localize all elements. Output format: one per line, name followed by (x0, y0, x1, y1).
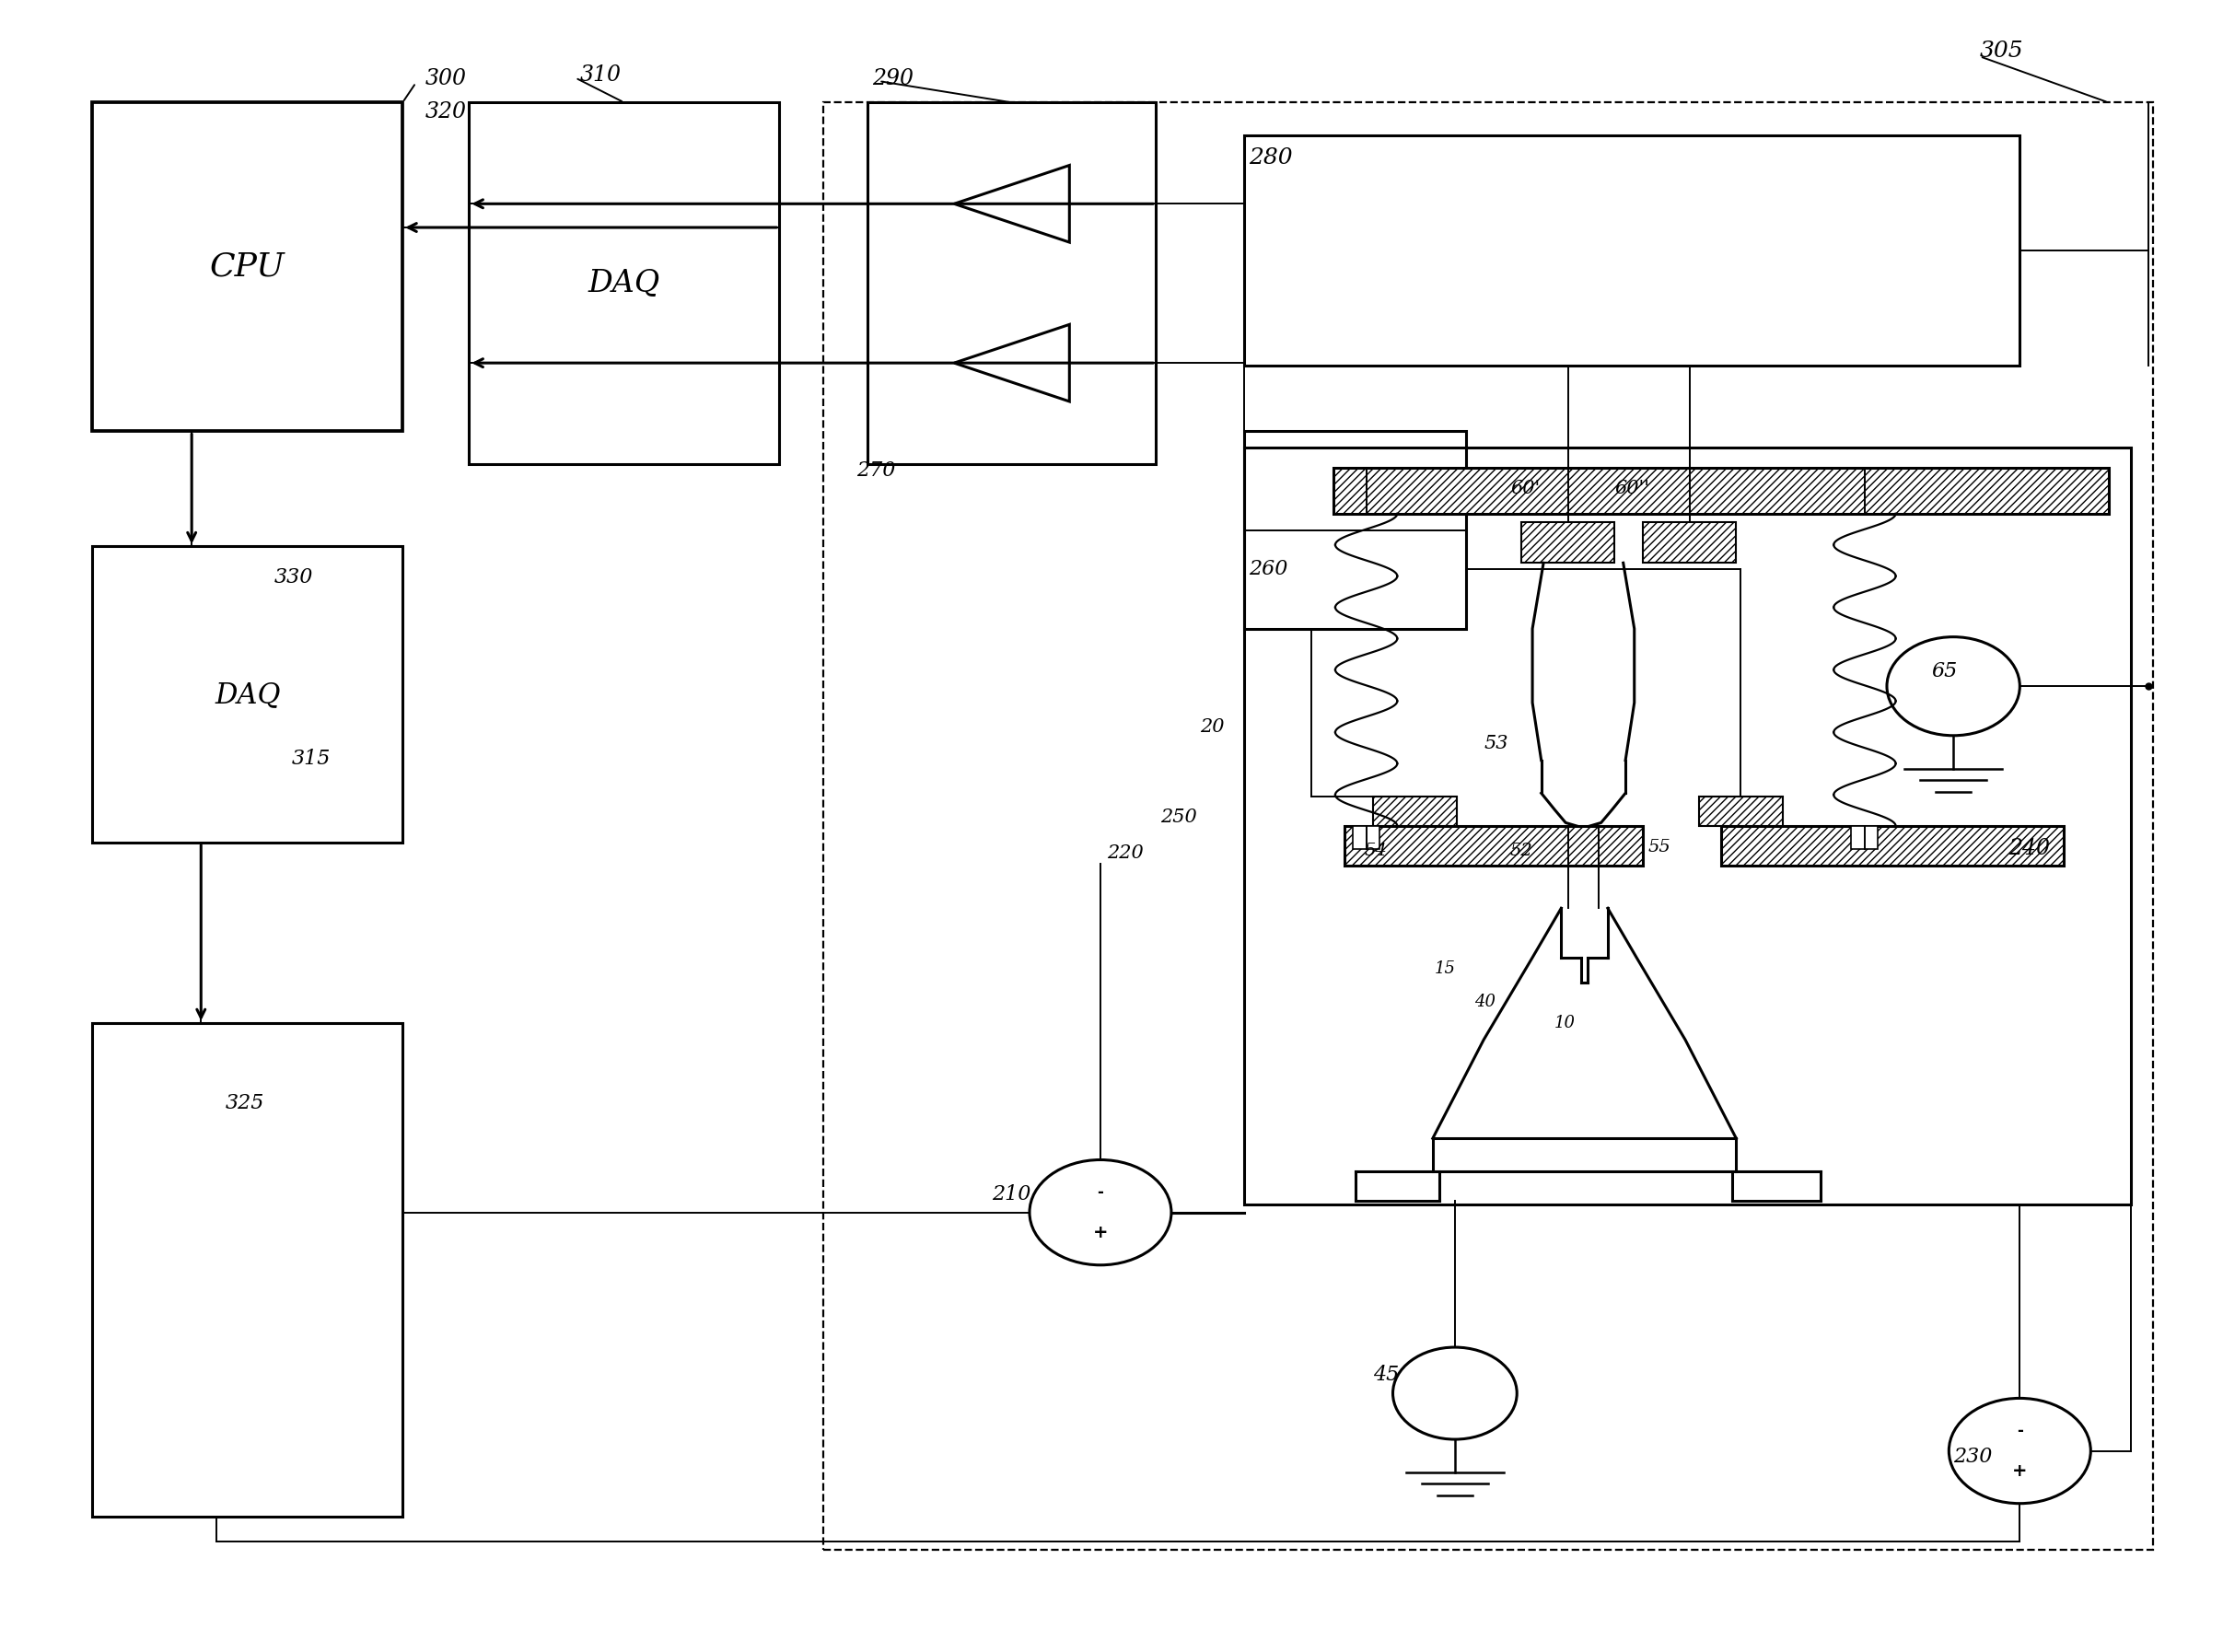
Text: 270: 270 (856, 461, 896, 481)
Text: 260: 260 (1249, 558, 1287, 580)
Text: 315: 315 (291, 748, 331, 768)
Text: 325: 325 (225, 1094, 265, 1113)
Bar (1354, 826, 1380, 849)
Bar (1643, 522, 1736, 563)
Text: 220: 220 (1107, 844, 1143, 862)
Bar (1245, 135, 2021, 365)
Bar (1345, 826, 1643, 866)
Bar (93, 102, 402, 431)
Bar (93, 1023, 402, 1517)
Text: 310: 310 (580, 64, 620, 86)
Text: 52: 52 (1509, 843, 1534, 859)
Text: DAQ: DAQ (216, 681, 280, 709)
Text: 290: 290 (871, 68, 914, 89)
Text: 240: 240 (2010, 838, 2050, 859)
Bar (1521, 522, 1614, 563)
Text: 54: 54 (1365, 843, 1387, 859)
Text: 330: 330 (273, 567, 313, 588)
Bar (823, 102, 2152, 1550)
Text: 15: 15 (1434, 961, 1456, 978)
Text: 300: 300 (425, 68, 467, 89)
Bar (1374, 796, 1456, 826)
Text: 10: 10 (1554, 1014, 1576, 1031)
Text: 65: 65 (1932, 661, 1956, 681)
Text: -: - (1098, 1184, 1103, 1201)
Text: 20: 20 (1200, 719, 1225, 735)
Bar (1245, 448, 2130, 1204)
Bar (1334, 468, 2107, 514)
Text: 55: 55 (1647, 839, 1669, 856)
Text: 60'': 60'' (1614, 479, 1649, 497)
Text: CPU: CPU (209, 251, 285, 282)
Bar (1698, 796, 1783, 826)
Text: 280: 280 (1249, 147, 1294, 169)
Text: +: + (1094, 1224, 1107, 1241)
Text: 250: 250 (1160, 808, 1196, 826)
Bar (1852, 826, 1878, 849)
Bar (469, 102, 780, 464)
Text: 210: 210 (991, 1184, 1031, 1204)
Bar (1721, 826, 2065, 866)
Text: 45: 45 (1374, 1365, 1398, 1384)
Text: 320: 320 (425, 101, 467, 122)
Bar (867, 102, 1156, 464)
Text: 40: 40 (1474, 993, 1496, 1009)
Text: +: + (2012, 1462, 2027, 1480)
Text: 230: 230 (1954, 1447, 1992, 1467)
Bar (93, 547, 402, 843)
Text: -: - (2016, 1422, 2023, 1439)
Text: 305: 305 (1981, 40, 2023, 61)
Text: 60': 60' (1509, 479, 1541, 497)
Text: 53: 53 (1483, 735, 1507, 752)
Text: DAQ: DAQ (589, 269, 660, 297)
Bar (1245, 431, 1465, 629)
